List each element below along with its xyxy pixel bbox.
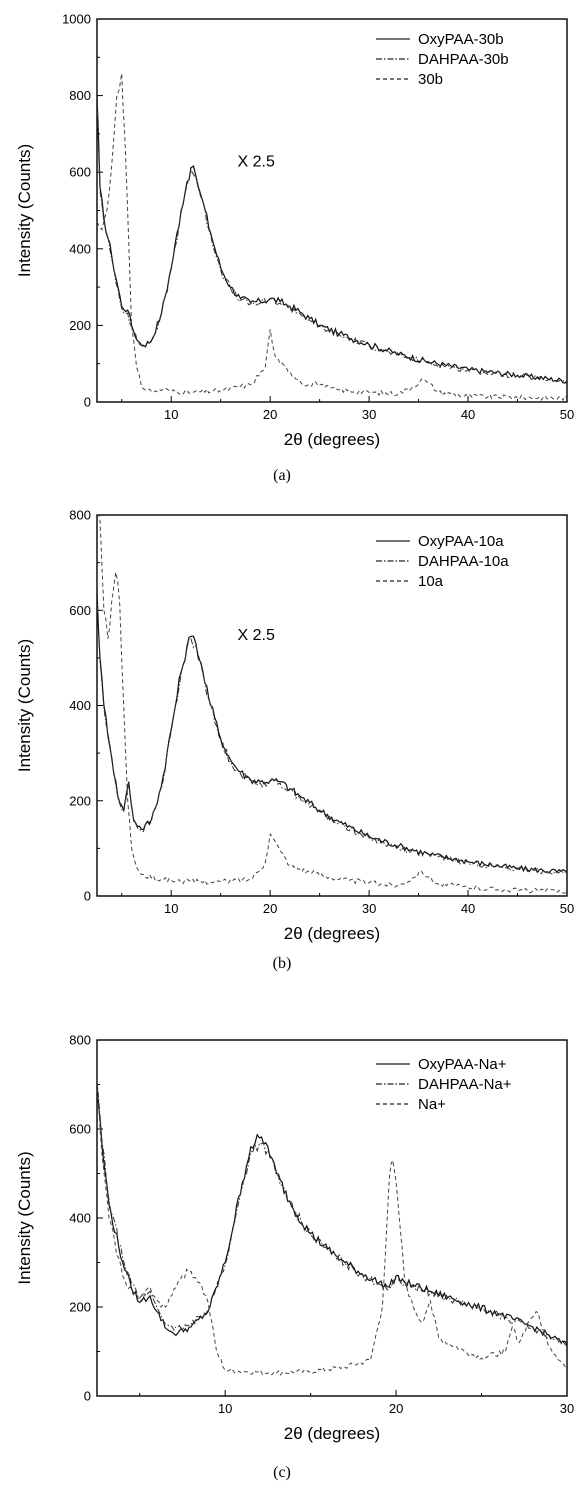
y-tick-label: 0 (84, 889, 91, 904)
y-tick-label: 800 (69, 508, 91, 523)
series-line (97, 515, 567, 894)
x-tick-label: 10 (218, 1401, 232, 1416)
y-tick-label: 0 (84, 395, 91, 410)
y-tick-label: 400 (69, 241, 91, 256)
panel-caption: (b) (273, 955, 292, 972)
x-tick-label: 40 (461, 407, 475, 422)
y-tick-label: 400 (69, 698, 91, 713)
legend-label: DAHPAA-10a (418, 553, 509, 570)
x-tick-label: 20 (389, 1401, 403, 1416)
panel-caption: (a) (273, 467, 291, 484)
x-tick-label: 10 (164, 407, 178, 422)
x-tick-label: 30 (362, 407, 376, 422)
x-tick-label: 30 (560, 1401, 574, 1416)
y-tick-label: 800 (69, 88, 91, 103)
y-tick-label: 600 (69, 603, 91, 618)
legend-label: OxyPAA-10a (418, 533, 504, 550)
series-line (97, 99, 567, 385)
y-tick-label: 200 (69, 793, 91, 808)
legend-label: DAHPAA-Na+ (418, 1076, 512, 1093)
plot-frame (96, 514, 568, 897)
y-tick-label: 0 (84, 1389, 91, 1404)
scale-annotation: X 2.5 (238, 627, 275, 644)
y-tick-label: 600 (69, 1122, 91, 1137)
series-line (97, 1084, 567, 1346)
x-tick-label: 50 (560, 901, 574, 916)
panel-c: 10 20 30 0 200 400 600 800 2θ (degrees) Intensity… (15, 1033, 574, 1482)
legend-label: OxyPAA-30b (418, 31, 504, 48)
legend-label: OxyPAA-Na+ (418, 1056, 507, 1073)
y-axis-title: Intensity (Counts) (15, 1151, 34, 1284)
series-line (97, 73, 567, 402)
scale-annotation: X 2.5 (238, 153, 275, 170)
series-line (97, 95, 567, 384)
y-axis-title: Intensity (Counts) (15, 639, 34, 772)
plot-frame (96, 1039, 568, 1397)
x-tick-label: 20 (263, 901, 277, 916)
y-tick-label: 200 (69, 1300, 91, 1315)
x-axis-title: 2θ (degrees) (284, 430, 380, 449)
series-line (97, 1088, 567, 1376)
series-line (97, 595, 567, 876)
series-line (97, 591, 567, 874)
series-line (97, 1079, 567, 1347)
panel-caption: (c) (273, 1464, 291, 1481)
y-tick-label: 200 (69, 318, 91, 333)
x-tick-label: 50 (560, 407, 574, 422)
y-tick-label: 600 (69, 165, 91, 180)
x-tick-label: 30 (362, 901, 376, 916)
legend-label: DAHPAA-30b (418, 51, 509, 68)
x-tick-label: 40 (461, 901, 475, 916)
y-tick-label: 400 (69, 1211, 91, 1226)
legend-label: 30b (418, 71, 443, 88)
y-tick-label: 800 (69, 1033, 91, 1048)
y-axis-title: Intensity (Counts) (15, 144, 34, 277)
legend-label: Na+ (418, 1096, 446, 1113)
x-axis-title: 2θ (degrees) (284, 924, 380, 943)
panel-a: 10 20 30 40 50 0 200 400 600 800 1000 2θ (degrees) I… (15, 12, 574, 485)
x-tick-label: 20 (263, 407, 277, 422)
legend-label: 10a (418, 573, 444, 590)
x-tick-label: 10 (164, 901, 178, 916)
y-tick-label: 1000 (62, 12, 91, 27)
plot-frame (96, 18, 568, 403)
x-axis-title: 2θ (degrees) (284, 1424, 380, 1443)
panel-b: 10 20 30 40 50 0 200 400 600 800 2θ (degrees) Inten… (15, 508, 574, 973)
